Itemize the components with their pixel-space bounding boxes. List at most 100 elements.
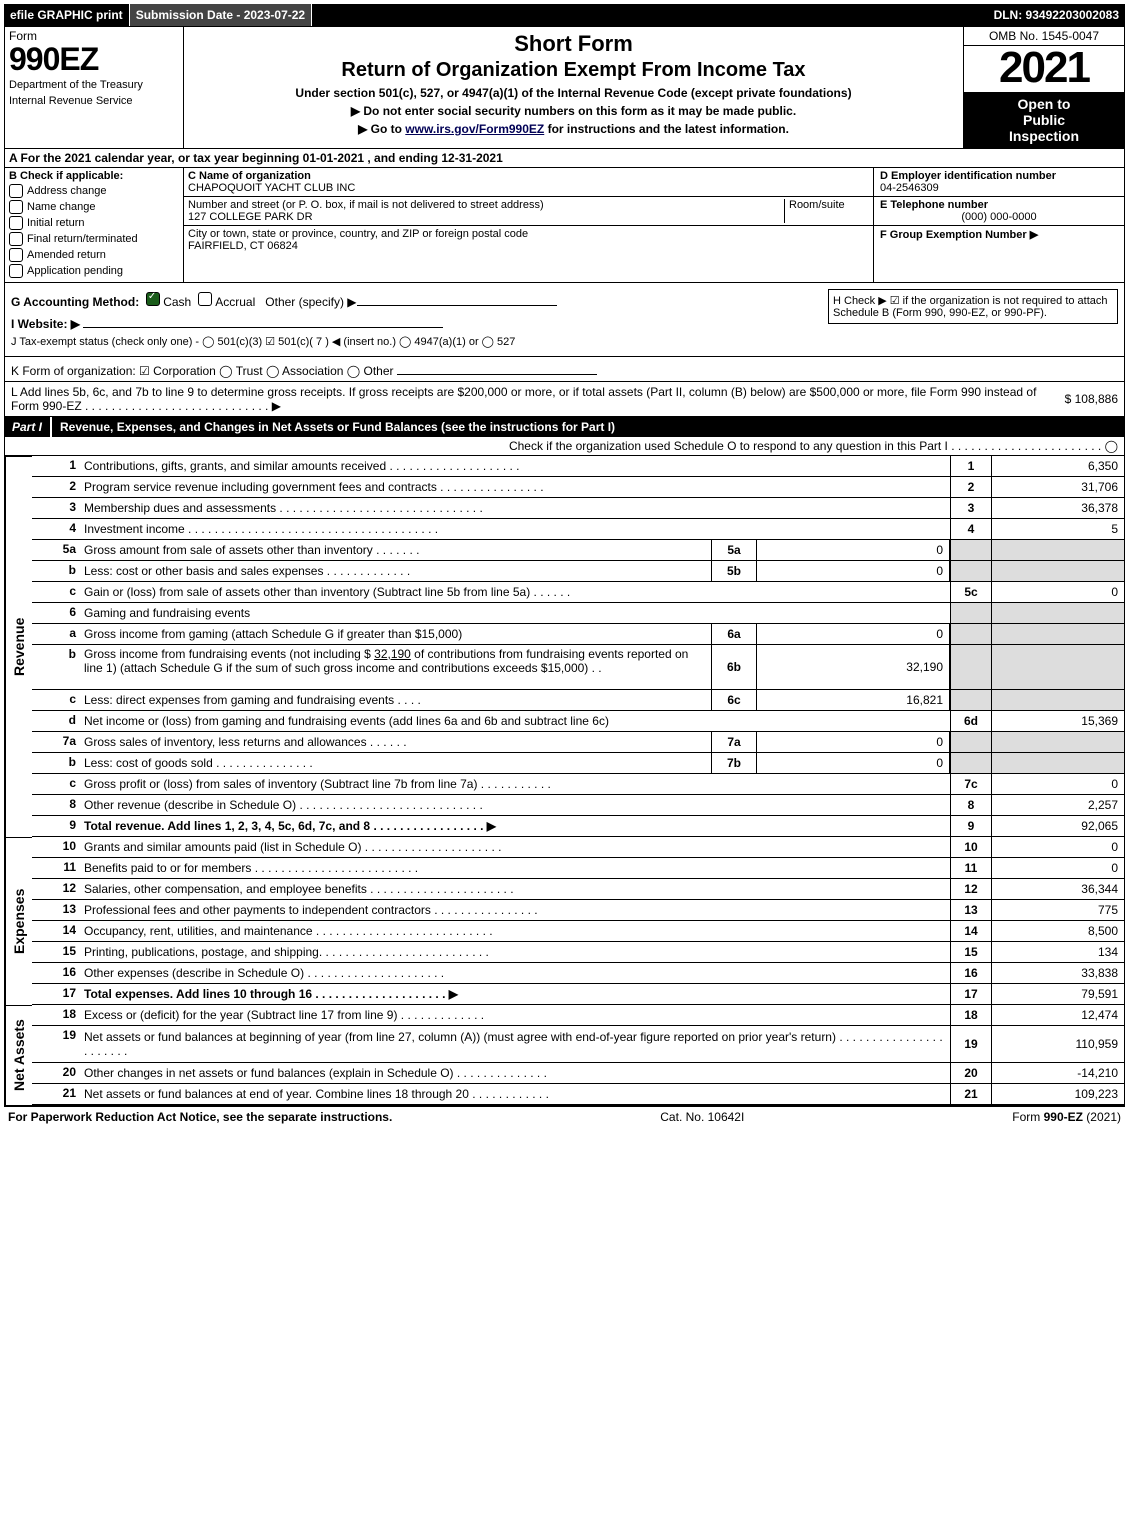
part1-header: Part I Revenue, Expenses, and Changes in… — [4, 417, 1125, 437]
amt-2: 31,706 — [992, 477, 1124, 497]
f-group: F Group Exemption Number ▶ — [874, 226, 1124, 243]
amt-5c: 0 — [992, 582, 1124, 602]
submission-date: Submission Date - 2023-07-22 — [130, 4, 312, 26]
line-6b: b Gross income from fundraising events (… — [32, 645, 1125, 690]
netassets-tab: Net Assets — [5, 1005, 32, 1105]
amt-8: 2,257 — [992, 795, 1124, 815]
amt-13: 775 — [992, 900, 1124, 920]
line-2: 2 Program service revenue including gove… — [32, 477, 1125, 498]
b-label: B Check if applicable: — [9, 170, 179, 182]
d-ein: D Employer identification number 04-2546… — [874, 168, 1124, 197]
amt-1: 6,350 — [992, 456, 1124, 476]
line-19: 19 Net assets or fund balances at beginn… — [32, 1026, 1125, 1063]
section-h: H Check ▶ ☑ if the organization is not r… — [828, 289, 1118, 324]
dln-number: DLN: 93492203002083 — [988, 4, 1125, 26]
checkbox-icon — [9, 232, 23, 246]
section-l: L Add lines 5b, 6c, and 7b to line 9 to … — [4, 382, 1125, 417]
amt-6a: 0 — [757, 624, 950, 644]
checkbox-checked-icon — [146, 292, 160, 306]
revenue-tab: Revenue — [5, 456, 32, 837]
section-c: C Name of organization CHAPOQUOIT YACHT … — [184, 168, 873, 282]
amt-14: 8,500 — [992, 921, 1124, 941]
amt-6d: 15,369 — [992, 711, 1124, 731]
line-9: 9 Total revenue. Add lines 1, 2, 3, 4, 5… — [32, 816, 1125, 837]
room-suite: Room/suite — [784, 199, 869, 223]
irs-link[interactable]: www.irs.gov/Form990EZ — [405, 122, 544, 136]
part1-sched-o: Check if the organization used Schedule … — [4, 437, 1125, 456]
line-7c: c Gross profit or (loss) from sales of i… — [32, 774, 1125, 795]
chk-address[interactable]: Address change — [9, 184, 179, 198]
phone-value: (000) 000-0000 — [880, 211, 1118, 223]
line-17: 17 Total expenses. Add lines 10 through … — [32, 984, 1125, 1005]
dept-irs: Internal Revenue Service — [9, 95, 179, 107]
line-7b: b Less: cost of goods sold . . . . . . .… — [32, 753, 1125, 774]
amt-7b: 0 — [757, 753, 950, 773]
line-16: 16 Other expenses (describe in Schedule … — [32, 963, 1125, 984]
line-4: 4 Investment income . . . . . . . . . . … — [32, 519, 1125, 540]
header-bar: efile GRAPHIC print Submission Date - 20… — [4, 4, 1125, 26]
line-3: 3 Membership dues and assessments . . . … — [32, 498, 1125, 519]
website-input[interactable] — [83, 313, 443, 328]
line-18: 18 Excess or (deficit) for the year (Sub… — [32, 1005, 1125, 1026]
amt-12: 36,344 — [992, 879, 1124, 899]
street-cell: Number and street (or P. O. box, if mail… — [184, 197, 873, 226]
part1-title: Revenue, Expenses, and Changes in Net As… — [52, 417, 623, 437]
line-10: 10 Grants and similar amounts paid (list… — [32, 837, 1125, 858]
chk-name[interactable]: Name change — [9, 200, 179, 214]
checkbox-icon — [9, 200, 23, 214]
section-j: J Tax-exempt status (check only one) - ◯… — [11, 335, 1118, 348]
line-1: 1 Contributions, gifts, grants, and simi… — [32, 456, 1125, 477]
city-cell: City or town, state or province, country… — [184, 226, 873, 254]
form-meta-block: OMB No. 1545-0047 2021 Open to Public In… — [964, 27, 1124, 148]
chk-initial[interactable]: Initial return — [9, 216, 179, 230]
e-phone: E Telephone number (000) 000-0000 — [874, 197, 1124, 226]
section-b: B Check if applicable: Address change Na… — [5, 168, 184, 282]
chk-pending[interactable]: Application pending — [9, 264, 179, 278]
amt-17: 79,591 — [992, 984, 1124, 1004]
line-5b: b Less: cost or other basis and sales ex… — [32, 561, 1125, 582]
under-section: Under section 501(c), 527, or 4947(a)(1)… — [190, 86, 957, 100]
line-20: 20 Other changes in net assets or fund b… — [32, 1063, 1125, 1084]
efile-label[interactable]: efile GRAPHIC print — [4, 4, 130, 26]
line-8: 8 Other revenue (describe in Schedule O)… — [32, 795, 1125, 816]
title-return: Return of Organization Exempt From Incom… — [190, 59, 957, 82]
netassets-section: Net Assets 18 Excess or (deficit) for th… — [4, 1005, 1125, 1105]
amt-9: 92,065 — [992, 816, 1124, 836]
amt-6b: 32,190 — [757, 645, 950, 689]
line-6a: a Gross income from gaming (attach Sched… — [32, 624, 1125, 645]
org-name: CHAPOQUOIT YACHT CLUB INC — [188, 182, 355, 194]
footer-catno: Cat. No. 10642I — [660, 1110, 744, 1124]
line-13: 13 Professional fees and other payments … — [32, 900, 1125, 921]
page-footer: For Paperwork Reduction Act Notice, see … — [4, 1105, 1125, 1127]
org-name-cell: C Name of organization CHAPOQUOIT YACHT … — [184, 168, 873, 197]
line-11: 11 Benefits paid to or for members . . .… — [32, 858, 1125, 879]
chk-amended[interactable]: Amended return — [9, 248, 179, 262]
line-15: 15 Printing, publications, postage, and … — [32, 942, 1125, 963]
line-21: 21 Net assets or fund balances at end of… — [32, 1084, 1125, 1105]
amt-21: 109,223 — [992, 1084, 1124, 1104]
section-def: D Employer identification number 04-2546… — [873, 168, 1124, 282]
amt-19: 110,959 — [992, 1026, 1124, 1062]
revenue-section: Revenue 1 Contributions, gifts, grants, … — [4, 456, 1125, 837]
line-5c: c Gain or (loss) from sale of assets oth… — [32, 582, 1125, 603]
form-number: 990EZ — [9, 43, 179, 75]
l-amount: $ 108,886 — [1059, 392, 1118, 406]
amt-10: 0 — [992, 837, 1124, 857]
title-short-form: Short Form — [190, 31, 957, 57]
amt-7a: 0 — [757, 732, 950, 752]
expenses-tab: Expenses — [5, 837, 32, 1005]
line-14: 14 Occupancy, rent, utilities, and maint… — [32, 921, 1125, 942]
amt-5b: 0 — [757, 561, 950, 581]
other-org-input[interactable] — [397, 360, 597, 375]
line-6d: d Net income or (loss) from gaming and f… — [32, 711, 1125, 732]
amt-11: 0 — [992, 858, 1124, 878]
checkbox-icon — [9, 264, 23, 278]
chk-final[interactable]: Final return/terminated — [9, 232, 179, 246]
amt-6c: 16,821 — [757, 690, 950, 710]
other-method-input[interactable] — [357, 291, 557, 306]
line-6: 6 Gaming and fundraising events — [32, 603, 1125, 624]
amt-5a: 0 — [757, 540, 950, 560]
amt-7c: 0 — [992, 774, 1124, 794]
ghij-block: H Check ▶ ☑ if the organization is not r… — [4, 283, 1125, 357]
line-12: 12 Salaries, other compensation, and emp… — [32, 879, 1125, 900]
